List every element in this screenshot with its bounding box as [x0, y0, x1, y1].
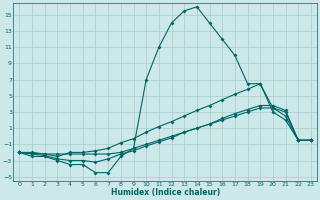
X-axis label: Humidex (Indice chaleur): Humidex (Indice chaleur): [110, 188, 220, 197]
